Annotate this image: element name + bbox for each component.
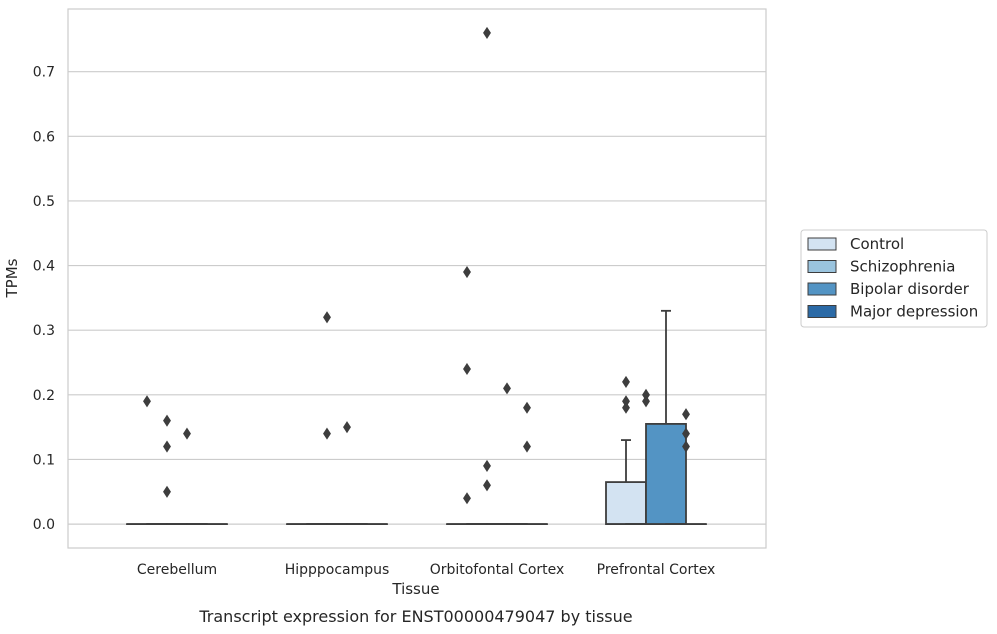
outlier-point xyxy=(682,427,690,440)
outlier-point xyxy=(642,395,650,408)
outlier-point xyxy=(682,440,690,453)
legend-swatch xyxy=(807,237,837,251)
y-tick-label: 0.4 xyxy=(33,259,55,275)
outlier-point xyxy=(503,382,511,395)
box-major-depression xyxy=(665,408,707,525)
outlier-point xyxy=(323,311,331,324)
x-tick-labels: Cerebellum Hipppocampus Orbitofontal Corte… xyxy=(137,562,715,578)
chart-caption: Transcript expression for ENST0000047904… xyxy=(198,607,632,626)
outlier-point xyxy=(622,401,630,414)
legend-label: Control xyxy=(850,235,904,253)
box-schizophrenia xyxy=(466,26,508,525)
box-schizophrenia xyxy=(306,311,348,525)
y-tick-label: 0.1 xyxy=(33,452,55,468)
box-control xyxy=(605,375,647,525)
outlier-point xyxy=(183,427,191,440)
outlier-point xyxy=(323,427,331,440)
outlier-point xyxy=(483,459,491,472)
outlier-point xyxy=(682,408,690,421)
y-tick-label: 0.0 xyxy=(33,517,55,533)
box-bipolar-disorder xyxy=(486,382,528,525)
y-tick-label: 0.3 xyxy=(33,323,55,339)
outlier-point xyxy=(163,414,171,427)
y-tick-labels: 0.0 0.1 0.2 0.3 0.4 0.5 0.6 0.7 xyxy=(33,65,55,533)
outlier-point xyxy=(463,362,471,376)
outlier-point xyxy=(163,485,171,498)
box-body xyxy=(645,423,687,525)
outlier-point xyxy=(483,479,491,492)
y-axis-title: TPMs xyxy=(3,258,21,298)
plot-marks xyxy=(126,26,707,525)
legend-label: Bipolar disorder xyxy=(850,280,970,298)
outlier-point xyxy=(143,395,151,408)
legend: Control Schizophrenia Bipolar disorder Majo… xyxy=(800,229,988,328)
x-axis-title: Tissue xyxy=(391,580,439,598)
legend-swatch xyxy=(807,260,837,273)
outlier-point xyxy=(463,265,471,279)
outlier-point xyxy=(523,401,531,414)
box-bipolar-disorder xyxy=(166,427,208,525)
gridlines xyxy=(68,71,766,525)
x-tick-label: Cerebellum xyxy=(137,562,217,578)
outlier-point xyxy=(463,492,471,505)
box-bipolar-disorder xyxy=(326,421,368,525)
box-major-depression xyxy=(506,401,548,525)
y-tick-label: 0.5 xyxy=(33,194,55,210)
plot-area-frame xyxy=(67,8,767,549)
y-tick-label: 0.7 xyxy=(33,65,55,81)
legend-label: Schizophrenia xyxy=(850,258,955,276)
box-schizophrenia xyxy=(146,414,188,525)
box-body xyxy=(605,481,647,525)
y-tick-label: 0.2 xyxy=(33,388,55,404)
legend-swatch xyxy=(807,282,837,296)
outlier-point xyxy=(523,440,531,453)
y-tick-label: 0.6 xyxy=(33,129,55,145)
x-tick-label: Hipppocampus xyxy=(285,562,390,578)
outlier-point xyxy=(622,375,630,388)
legend-swatch xyxy=(807,305,837,318)
box-bipolar-disorder xyxy=(645,309,687,525)
outlier-point xyxy=(343,421,351,434)
x-tick-label: Orbitofontal Cortex xyxy=(430,562,565,578)
outlier-point xyxy=(163,440,171,453)
x-tick-label: Prefrontal Cortex xyxy=(597,562,716,578)
legend-frame xyxy=(800,229,988,328)
outlier-point xyxy=(483,26,491,39)
legend-label: Major depression xyxy=(850,303,978,321)
